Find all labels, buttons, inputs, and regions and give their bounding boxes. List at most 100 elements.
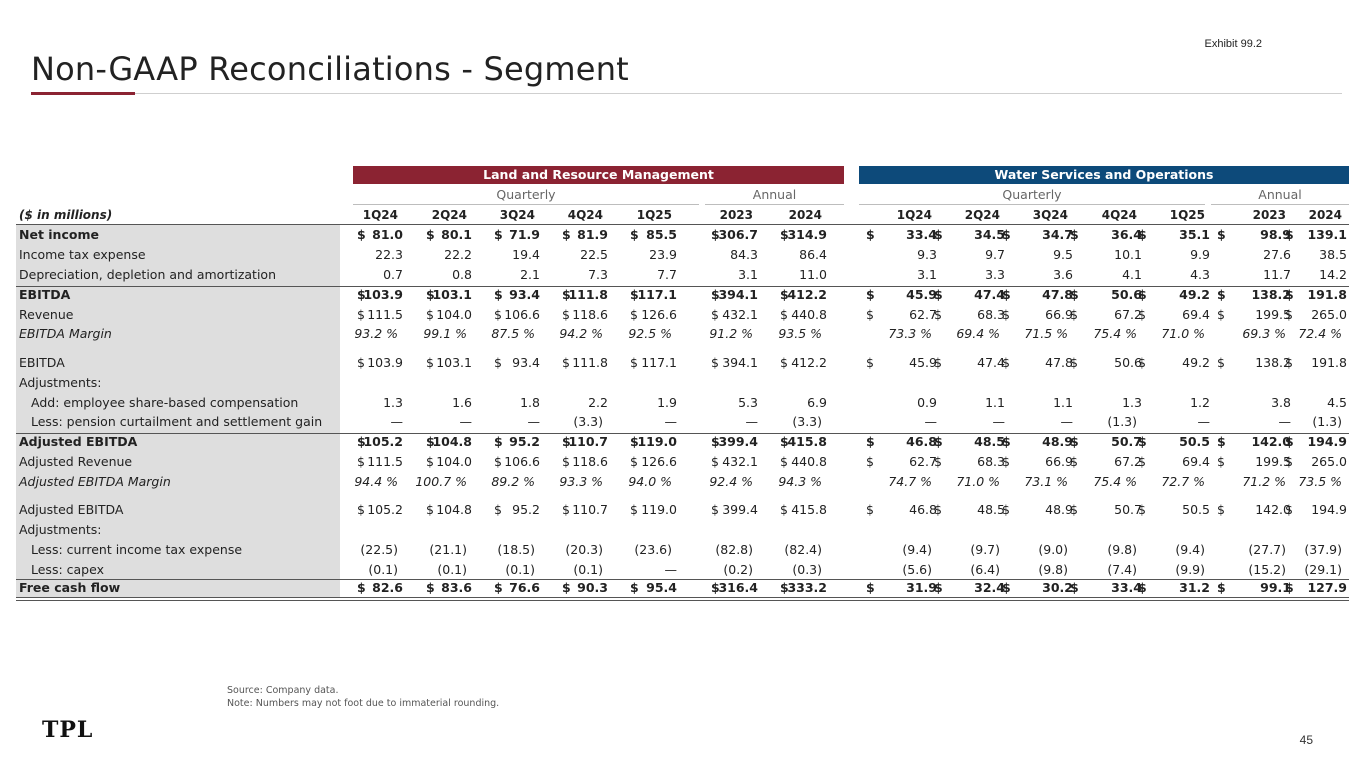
table-cell: 34.7 bbox=[1042, 227, 1073, 242]
table-cell: 191.8 bbox=[1307, 287, 1347, 302]
table-cell: 3.1 bbox=[917, 267, 937, 282]
dollar-sign: $ bbox=[711, 227, 720, 242]
table-cell: 111.8 bbox=[568, 287, 608, 302]
table-cell: 199.5 bbox=[1255, 454, 1291, 469]
table-rule bbox=[16, 600, 1349, 601]
table-cell: 127.9 bbox=[1307, 580, 1347, 595]
table-cell: 81.9 bbox=[577, 227, 608, 242]
table-cell: 62.7 bbox=[909, 307, 937, 322]
table-cell: (9.4) bbox=[902, 542, 932, 557]
row-label: Less: capex bbox=[31, 562, 104, 577]
dollar-sign: $ bbox=[357, 454, 365, 469]
table-cell: 23.9 bbox=[649, 247, 677, 262]
table-cell: 93.4 bbox=[509, 287, 540, 302]
table-cell: (1.3) bbox=[1312, 414, 1342, 429]
table-row: Less: current income tax expense (22.5) (2… bbox=[16, 542, 1349, 560]
table-cell: (18.5) bbox=[497, 542, 535, 557]
table-cell: 5.3 bbox=[738, 395, 758, 410]
dollar-sign: $ bbox=[1002, 454, 1010, 469]
page-title: Non-GAAP Reconciliations - Segment bbox=[31, 50, 629, 88]
table-row: Adjusted EBITDA $105.2 $104.8 $95.2 $110.7 $1… bbox=[16, 502, 1349, 520]
table-cell: 73.1 % bbox=[1024, 474, 1068, 489]
table-cell: 4.3 bbox=[1190, 267, 1210, 282]
header-rule bbox=[16, 224, 1349, 225]
dollar-sign: $ bbox=[1285, 502, 1293, 517]
table-row: EBITDA Margin 93.2 % 99.1 % 87.5 % 94.2 % 92.… bbox=[16, 326, 1349, 344]
dollar-sign: $ bbox=[866, 454, 874, 469]
dollar-sign: $ bbox=[780, 580, 789, 595]
table-cell: 66.9 bbox=[1045, 454, 1073, 469]
table-cell: 306.7 bbox=[718, 227, 758, 242]
table-cell: 104.0 bbox=[436, 454, 472, 469]
table-cell: 0.7 bbox=[383, 267, 403, 282]
table-cell: 72.7 % bbox=[1161, 474, 1205, 489]
table-cell: (0.1) bbox=[505, 562, 535, 577]
dollar-sign: $ bbox=[1217, 434, 1226, 449]
table-cell: 0.9 bbox=[917, 395, 937, 410]
table-row: Add: employee share-based compensation 1.… bbox=[16, 395, 1349, 413]
column-header-0: 1Q24 bbox=[362, 208, 398, 222]
table-cell: 6.9 bbox=[807, 395, 827, 410]
table-cell: (5.6) bbox=[902, 562, 932, 577]
company-logo: TPL bbox=[42, 717, 94, 743]
table-cell: 3.1 bbox=[738, 267, 758, 282]
dollar-sign: $ bbox=[426, 502, 434, 517]
table-cell: 111.5 bbox=[367, 307, 403, 322]
table-cell: 104.0 bbox=[436, 307, 472, 322]
column-header-9: 3Q24 bbox=[1032, 208, 1068, 222]
table-row: Less: pension curtailment and settlement… bbox=[16, 414, 1349, 432]
column-header-5: 2023 bbox=[719, 208, 753, 222]
table-cell: 412.2 bbox=[791, 355, 827, 370]
dollar-sign: $ bbox=[630, 454, 638, 469]
table-cell: 126.6 bbox=[641, 307, 677, 322]
table-cell: 118.6 bbox=[572, 454, 608, 469]
dollar-sign: $ bbox=[1138, 580, 1147, 595]
table-cell: 50.6 bbox=[1111, 287, 1142, 302]
table-cell: 90.3 bbox=[577, 580, 608, 595]
dollar-sign: $ bbox=[1217, 355, 1225, 370]
dollar-sign: $ bbox=[780, 454, 788, 469]
table-cell: 99.1 % bbox=[423, 326, 467, 341]
table-cell: 432.1 bbox=[722, 307, 758, 322]
table-cell: 45.9 bbox=[906, 287, 937, 302]
table-cell: 71.0 % bbox=[1161, 326, 1205, 341]
dollar-sign: $ bbox=[357, 227, 366, 242]
table-cell: 98.9 bbox=[1260, 227, 1291, 242]
dollar-sign: $ bbox=[494, 287, 503, 302]
dollar-sign: $ bbox=[494, 434, 503, 449]
table-cell: 45.9 bbox=[909, 355, 937, 370]
table-cell: 71.5 % bbox=[1024, 326, 1068, 341]
table-cell: 22.2 bbox=[444, 247, 472, 262]
dollar-sign: $ bbox=[780, 287, 789, 302]
table-cell: 66.9 bbox=[1045, 307, 1073, 322]
page-number: 45 bbox=[1299, 733, 1313, 747]
table-cell: 48.5 bbox=[974, 434, 1005, 449]
table-cell: 1.1 bbox=[985, 395, 1005, 410]
units-label: ($ in millions) bbox=[19, 208, 113, 222]
table-cell: (3.3) bbox=[573, 414, 603, 429]
table-cell: 1.9 bbox=[657, 395, 677, 410]
table-cell: 48.9 bbox=[1042, 434, 1073, 449]
table-cell: 92.4 % bbox=[709, 474, 753, 489]
row-label: EBITDA bbox=[19, 287, 71, 302]
table-cell: 118.6 bbox=[572, 307, 608, 322]
table-cell: 91.2 % bbox=[709, 326, 753, 341]
dollar-sign: $ bbox=[494, 307, 502, 322]
table-cell: 7.3 bbox=[588, 267, 608, 282]
dollar-sign: $ bbox=[866, 434, 875, 449]
table-cell: 139.1 bbox=[1307, 227, 1347, 242]
table-cell: 394.1 bbox=[722, 355, 758, 370]
table-cell: — bbox=[1278, 414, 1292, 429]
table-cell: 35.1 bbox=[1179, 227, 1210, 242]
row-label: Adjusted EBITDA Margin bbox=[19, 474, 171, 489]
table-row: Net income $81.0 $80.1 $71.9 $81.9 $85.5 $306.… bbox=[16, 227, 1349, 245]
dollar-sign: $ bbox=[630, 287, 639, 302]
dollar-sign: $ bbox=[1285, 287, 1294, 302]
table-cell: 69.3 % bbox=[1242, 326, 1286, 341]
table-cell: 100.7 % bbox=[415, 474, 467, 489]
table-cell: 119.0 bbox=[637, 434, 677, 449]
dollar-sign: $ bbox=[1138, 287, 1147, 302]
table-row: Less: capex (0.1) (0.1) (0.1) (0.1) — (0.2) (0.… bbox=[16, 562, 1349, 580]
table-cell: 4.5 bbox=[1327, 395, 1347, 410]
dollar-sign: $ bbox=[711, 434, 720, 449]
